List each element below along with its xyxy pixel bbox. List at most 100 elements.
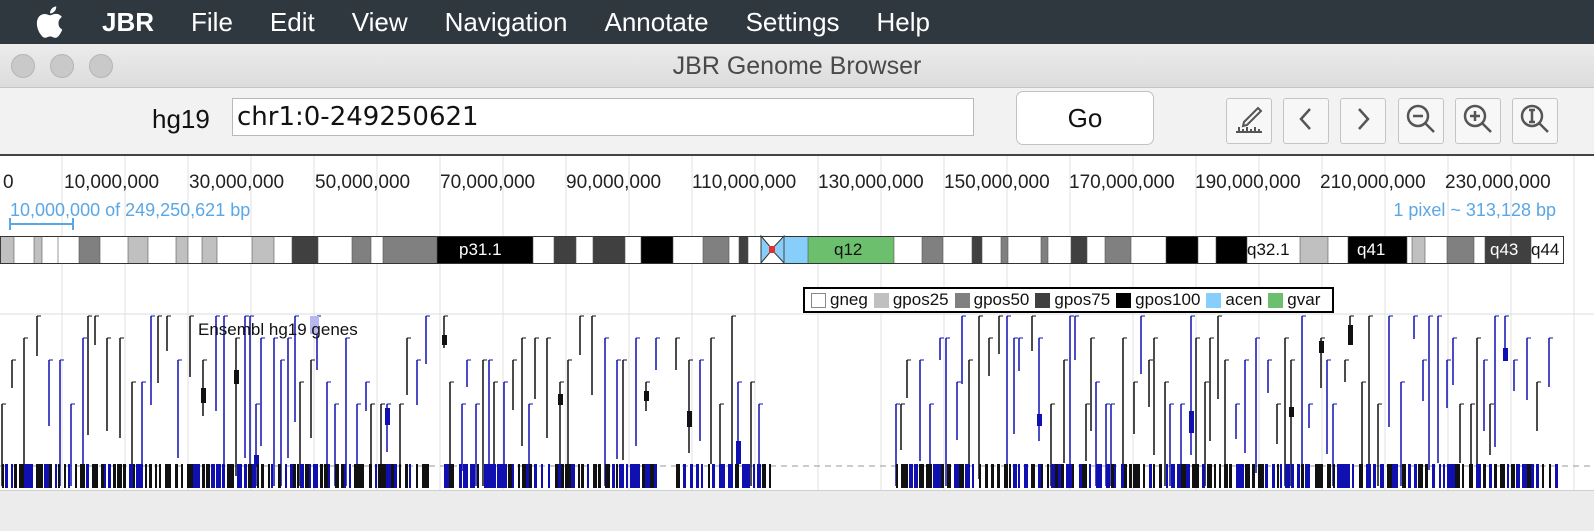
ruler-tick-label: 150,000,000 bbox=[944, 172, 1050, 193]
collapsed-gene-block bbox=[1392, 464, 1397, 488]
ideogram-band bbox=[383, 236, 437, 263]
ideogram-band bbox=[292, 236, 318, 263]
ideogram-band bbox=[1087, 236, 1105, 263]
legend-item: acen bbox=[1206, 290, 1262, 310]
legend-label: gpos25 bbox=[892, 290, 949, 309]
collapsed-gene-block bbox=[344, 464, 346, 488]
ideogram-band bbox=[943, 236, 972, 263]
collapsed-gene-block bbox=[261, 464, 264, 488]
collapsed-gene-block bbox=[1058, 464, 1063, 488]
collapsed-gene-block bbox=[354, 464, 359, 488]
ruler-tick-label: 0 bbox=[3, 172, 14, 193]
menu-annotate[interactable]: Annotate bbox=[604, 6, 709, 37]
collapsed-gene-block bbox=[1555, 464, 1558, 488]
collapsed-gene-block bbox=[1462, 464, 1464, 488]
collapsed-gene-block bbox=[24, 464, 29, 488]
collapsed-gene-block bbox=[211, 464, 215, 488]
centromere-marker bbox=[769, 246, 775, 253]
locus-input[interactable]: chr1:0-249250621 bbox=[232, 98, 974, 136]
collapsed-gene-block bbox=[1129, 464, 1132, 488]
zoom-in-button[interactable] bbox=[1455, 98, 1501, 144]
collapsed-gene-block bbox=[1004, 464, 1008, 488]
legend-item: gvar bbox=[1268, 290, 1320, 310]
collapsed-gene-block bbox=[522, 464, 526, 488]
collapsed-gene-block bbox=[463, 464, 468, 488]
minimize-window-button[interactable] bbox=[50, 54, 74, 78]
ideogram-band bbox=[1048, 236, 1071, 263]
menu-view[interactable]: View bbox=[351, 6, 408, 37]
go-button[interactable]: Go bbox=[1016, 91, 1154, 145]
forward-button[interactable] bbox=[1340, 98, 1386, 144]
zoom-window-button[interactable] bbox=[89, 54, 113, 78]
collapsed-gene-block bbox=[297, 464, 299, 488]
collapsed-gene-block bbox=[1305, 464, 1308, 488]
legend-label: gpos50 bbox=[973, 290, 1030, 309]
collapsed-gene-block bbox=[762, 464, 766, 488]
menu-app-name[interactable]: JBR bbox=[102, 6, 155, 37]
ideogram-band bbox=[1216, 236, 1247, 263]
collapsed-gene-block bbox=[309, 464, 311, 488]
collapsed-gene-block bbox=[581, 464, 584, 488]
collapsed-gene-block bbox=[58, 464, 60, 488]
collapsed-gene-block bbox=[997, 464, 1000, 488]
band-label: p31.1 bbox=[459, 240, 502, 259]
collapsed-gene-block bbox=[1489, 464, 1492, 488]
ideogram-band bbox=[42, 236, 58, 263]
collapsed-gene-block bbox=[1285, 464, 1290, 488]
collapsed-gene-block bbox=[101, 464, 105, 488]
collapsed-gene-block bbox=[1024, 464, 1028, 488]
ideogram-band bbox=[808, 236, 894, 263]
menu-navigation[interactable]: Navigation bbox=[444, 6, 568, 37]
collapsed-gene-block bbox=[1280, 464, 1282, 488]
zoom-fit-button[interactable] bbox=[1512, 98, 1558, 144]
band-label: q44 bbox=[1531, 240, 1560, 259]
collapsed-gene-block bbox=[1320, 464, 1323, 488]
ideogram-band bbox=[1247, 236, 1300, 263]
gene-exon bbox=[687, 411, 692, 427]
collapsed-gene-block bbox=[626, 464, 628, 488]
ruler-tick-label: 210,000,000 bbox=[1320, 172, 1426, 193]
zoom-out-button[interactable] bbox=[1398, 98, 1444, 144]
menu-settings[interactable]: Settings bbox=[745, 6, 840, 37]
collapsed-gene-block bbox=[405, 464, 408, 488]
ideogram-band bbox=[100, 236, 128, 263]
collapsed-gene-block bbox=[1196, 464, 1199, 488]
collapsed-gene-block bbox=[650, 464, 655, 488]
collapsed-gene-block bbox=[349, 464, 351, 488]
collapsed-gene-block bbox=[504, 464, 507, 488]
collapsed-gene-block bbox=[155, 464, 157, 488]
ideogram-band bbox=[202, 236, 217, 263]
collapsed-gene-block bbox=[1511, 464, 1515, 488]
collapsed-gene-block bbox=[305, 464, 310, 488]
collapsed-gene-block bbox=[113, 464, 116, 488]
back-button[interactable] bbox=[1283, 98, 1329, 144]
collapsed-gene-block bbox=[1186, 464, 1190, 488]
collapsed-gene-block bbox=[1443, 464, 1445, 488]
gene-exon bbox=[1348, 325, 1353, 345]
ruler-button[interactable] bbox=[1226, 98, 1272, 144]
ideogram-band bbox=[176, 236, 188, 263]
menu-help[interactable]: Help bbox=[876, 6, 931, 37]
apple-icon[interactable] bbox=[36, 6, 72, 38]
menu-file[interactable]: File bbox=[191, 6, 233, 37]
collapsed-gene-block bbox=[1124, 464, 1127, 488]
collapsed-gene-block bbox=[598, 464, 601, 488]
ideogram-band bbox=[274, 236, 292, 263]
ideogram-band bbox=[1300, 236, 1328, 263]
collapsed-gene-block bbox=[80, 464, 85, 488]
close-window-button[interactable] bbox=[11, 54, 35, 78]
collapsed-gene-block bbox=[285, 464, 287, 488]
collapsed-gene-block bbox=[1252, 464, 1255, 488]
legend-swatch bbox=[1206, 292, 1222, 308]
gene-track[interactable] bbox=[0, 314, 1594, 490]
collapsed-gene-block bbox=[742, 464, 747, 488]
ideogram-band bbox=[1328, 236, 1348, 263]
collapsed-gene-block bbox=[1261, 464, 1264, 488]
genome-label: hg19 bbox=[152, 104, 210, 134]
collapsed-gene-block bbox=[571, 464, 575, 488]
menu-edit[interactable]: Edit bbox=[269, 6, 315, 37]
collapsed-gene-block bbox=[271, 464, 273, 488]
chromosome-ideogram[interactable] bbox=[0, 232, 1594, 272]
collapsed-gene-block bbox=[1395, 464, 1398, 488]
genome-view[interactable]: 0 10,000,000 30,000,000 50,000,000 70,00… bbox=[0, 156, 1594, 490]
